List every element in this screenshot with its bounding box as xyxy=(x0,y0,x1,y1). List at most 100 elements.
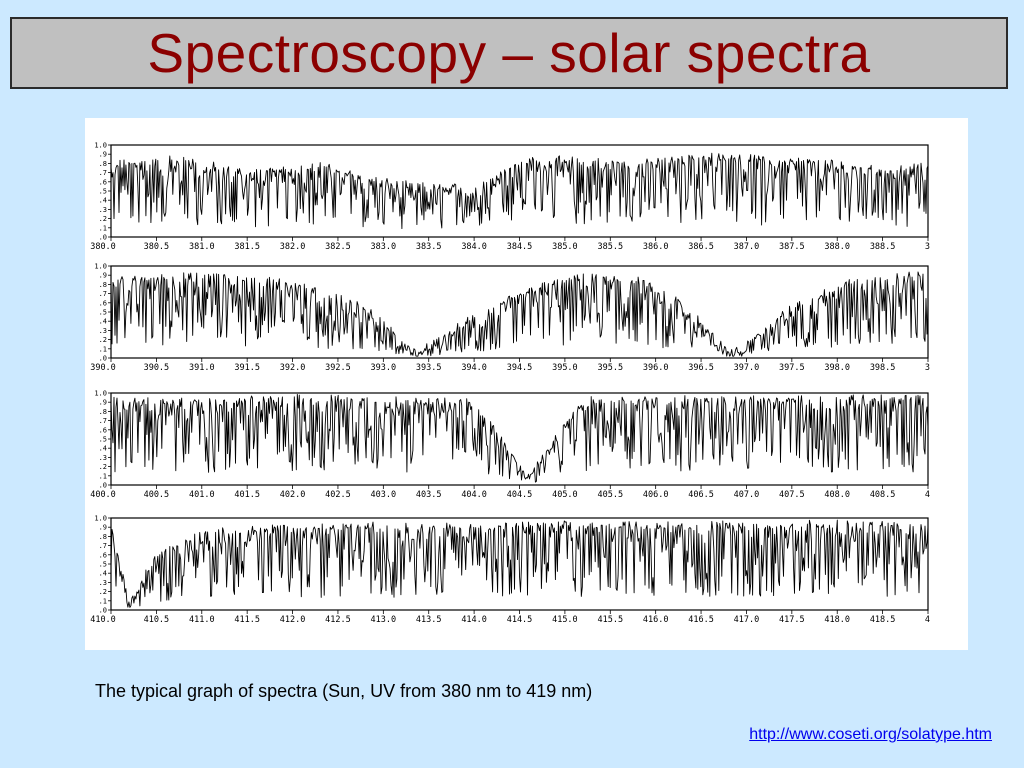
y-tick-label: .7 xyxy=(99,290,107,298)
y-tick-label: .3 xyxy=(99,454,107,462)
x-tick-label: 384.5 xyxy=(507,242,533,252)
source-link[interactable]: http://www.coseti.org/solatype.htm xyxy=(749,726,992,743)
x-tick-label: 382.5 xyxy=(325,242,351,252)
y-tick-label: 1.0 xyxy=(94,142,107,150)
x-tick-label: 408.5 xyxy=(870,490,896,500)
y-tick-label: .4 xyxy=(99,570,107,578)
y-tick-label: 1.0 xyxy=(94,390,107,398)
x-tick-label: 3 xyxy=(925,363,930,373)
x-tick-label: 395.5 xyxy=(597,363,623,373)
x-tick-label: 407.5 xyxy=(779,490,805,500)
y-tick-label: .6 xyxy=(99,178,107,186)
y-tick-label: .2 xyxy=(99,588,107,596)
x-tick-label: 413.0 xyxy=(371,615,397,625)
y-tick-label: .0 xyxy=(99,482,107,490)
x-tick-label: 4 xyxy=(925,490,930,500)
y-tick-label: .8 xyxy=(99,281,107,289)
y-tick-label: .7 xyxy=(99,542,107,550)
y-tick-label: .1 xyxy=(99,597,107,605)
y-tick-label: .1 xyxy=(99,224,107,232)
x-tick-label: 396.0 xyxy=(643,363,669,373)
x-tick-label: 402.5 xyxy=(325,490,351,500)
y-tick-label: .2 xyxy=(99,463,107,471)
x-tick-label: 398.0 xyxy=(824,363,850,373)
caption: The typical graph of spectra (Sun, UV fr… xyxy=(95,681,593,701)
y-tick-label: .5 xyxy=(99,436,107,444)
x-tick-label: 415.0 xyxy=(552,615,578,625)
x-tick-label: 401.0 xyxy=(189,490,215,500)
x-tick-label: 3 xyxy=(925,242,930,252)
y-tick-label: .3 xyxy=(99,206,107,214)
y-tick-label: .4 xyxy=(99,445,107,453)
x-tick-label: 407.0 xyxy=(734,490,760,500)
x-tick-label: 388.0 xyxy=(824,242,850,252)
x-tick-label: 380.0 xyxy=(90,242,116,252)
x-tick-label: 383.5 xyxy=(416,242,442,252)
y-tick-label: .6 xyxy=(99,299,107,307)
x-tick-label: 391.5 xyxy=(234,363,260,373)
x-tick-label: 405.5 xyxy=(597,490,623,500)
y-tick-label: .0 xyxy=(99,234,107,242)
y-tick-label: .0 xyxy=(99,607,107,615)
spectrum-trace xyxy=(110,271,929,357)
slide-title: Spectroscopy – solar spectra xyxy=(147,21,871,84)
y-tick-label: .0 xyxy=(99,355,107,363)
x-tick-label: 398.5 xyxy=(870,363,896,373)
x-tick-label: 388.5 xyxy=(870,242,896,252)
y-tick-label: 1.0 xyxy=(94,263,107,271)
y-tick-label: .7 xyxy=(99,417,107,425)
y-tick-label: 1.0 xyxy=(94,515,107,523)
x-tick-label: 385.5 xyxy=(597,242,623,252)
x-tick-label: 406.5 xyxy=(688,490,714,500)
y-tick-label: .7 xyxy=(99,169,107,177)
y-tick-label: .2 xyxy=(99,215,107,223)
spectrum-trace xyxy=(110,519,929,608)
x-tick-label: 403.0 xyxy=(371,490,397,500)
x-tick-label: 392.5 xyxy=(325,363,351,373)
x-tick-label: 416.5 xyxy=(688,615,714,625)
spectrum-trace xyxy=(110,393,929,483)
y-tick-label: .9 xyxy=(99,272,107,280)
x-tick-label: 410.5 xyxy=(144,615,170,625)
y-tick-label: .8 xyxy=(99,160,107,168)
x-tick-label: 382.0 xyxy=(280,242,306,252)
x-tick-label: 390.5 xyxy=(144,363,170,373)
x-tick-label: 391.0 xyxy=(189,363,215,373)
x-tick-label: 381.5 xyxy=(234,242,260,252)
y-tick-label: .5 xyxy=(99,309,107,317)
y-tick-label: .5 xyxy=(99,561,107,569)
x-tick-label: 406.0 xyxy=(643,490,669,500)
x-tick-label: 404.0 xyxy=(461,490,487,500)
y-tick-label: .4 xyxy=(99,318,107,326)
x-tick-label: 392.0 xyxy=(280,363,306,373)
x-tick-label: 405.0 xyxy=(552,490,578,500)
x-tick-label: 411.5 xyxy=(234,615,260,625)
x-tick-label: 386.5 xyxy=(688,242,714,252)
y-tick-label: .1 xyxy=(99,345,107,353)
y-tick-label: .1 xyxy=(99,472,107,480)
x-tick-label: 414.0 xyxy=(461,615,487,625)
x-tick-label: 383.0 xyxy=(371,242,397,252)
x-tick-label: 413.5 xyxy=(416,615,442,625)
x-tick-label: 412.5 xyxy=(325,615,351,625)
x-tick-label: 393.5 xyxy=(416,363,442,373)
x-tick-label: 396.5 xyxy=(688,363,714,373)
x-tick-label: 381.0 xyxy=(189,242,215,252)
x-tick-label: 403.5 xyxy=(416,490,442,500)
x-tick-label: 394.0 xyxy=(461,363,487,373)
y-tick-label: .8 xyxy=(99,533,107,541)
x-tick-label: 418.5 xyxy=(870,615,896,625)
x-tick-label: 395.0 xyxy=(552,363,578,373)
y-tick-label: .3 xyxy=(99,579,107,587)
y-tick-label: .4 xyxy=(99,197,107,205)
y-tick-label: .6 xyxy=(99,551,107,559)
x-tick-label: 380.5 xyxy=(144,242,170,252)
x-tick-label: 397.0 xyxy=(734,363,760,373)
x-tick-label: 400.5 xyxy=(144,490,170,500)
x-tick-label: 400.0 xyxy=(90,490,116,500)
x-tick-label: 402.0 xyxy=(280,490,306,500)
